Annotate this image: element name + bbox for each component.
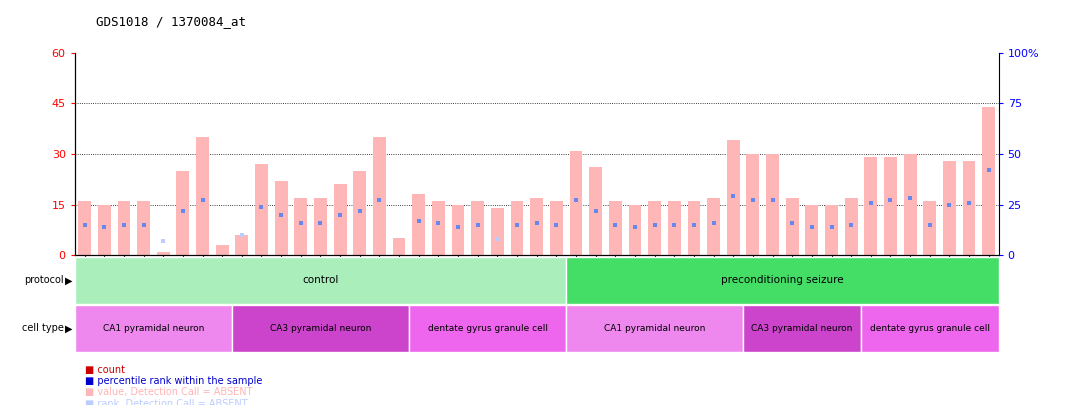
Bar (373, 137, 386, 255)
Bar (431, 201, 444, 255)
Bar (531, 198, 543, 255)
Bar (137, 201, 150, 255)
Bar (412, 194, 425, 255)
Bar (884, 157, 897, 255)
Bar (295, 198, 308, 255)
Bar (255, 164, 268, 255)
Bar (924, 201, 937, 255)
Bar (117, 201, 130, 255)
Bar (409, 305, 566, 352)
Bar (904, 154, 916, 255)
Text: protocol: protocol (25, 275, 64, 286)
Bar (314, 198, 327, 255)
Text: CA1 pyramidal neuron: CA1 pyramidal neuron (103, 324, 204, 333)
Bar (943, 161, 956, 255)
Bar (216, 245, 229, 255)
Bar (629, 205, 642, 255)
Text: ▶: ▶ (64, 275, 72, 286)
Text: ■ rank, Detection Call = ABSENT: ■ rank, Detection Call = ABSENT (85, 399, 248, 405)
Bar (743, 305, 861, 352)
Bar (826, 205, 838, 255)
Bar (197, 137, 209, 255)
Text: ▶: ▶ (64, 324, 72, 333)
Bar (845, 198, 858, 255)
Bar (566, 257, 999, 304)
Text: CA3 pyramidal neuron: CA3 pyramidal neuron (751, 324, 852, 333)
Text: control: control (302, 275, 339, 286)
Bar (609, 201, 622, 255)
Text: dentate gyrus granule cell: dentate gyrus granule cell (427, 324, 548, 333)
Bar (864, 157, 877, 255)
Text: cell type: cell type (21, 324, 64, 333)
Text: CA3 pyramidal neuron: CA3 pyramidal neuron (270, 324, 372, 333)
Bar (98, 205, 111, 255)
Text: ■ percentile rank within the sample: ■ percentile rank within the sample (85, 376, 263, 386)
Bar (176, 171, 189, 255)
Bar (688, 201, 701, 255)
Bar (648, 201, 661, 255)
Text: dentate gyrus granule cell: dentate gyrus granule cell (869, 324, 990, 333)
Bar (78, 201, 91, 255)
Bar (707, 198, 720, 255)
Bar (274, 181, 287, 255)
Text: preconditioning seizure: preconditioning seizure (721, 275, 844, 286)
Bar (333, 184, 346, 255)
Bar (747, 154, 759, 255)
Text: ■ value, Detection Call = ABSENT: ■ value, Detection Call = ABSENT (85, 387, 253, 397)
Bar (668, 201, 680, 255)
Bar (511, 201, 523, 255)
Text: GDS1018 / 1370084_at: GDS1018 / 1370084_at (96, 15, 246, 28)
Bar (232, 305, 409, 352)
Bar (354, 171, 366, 255)
Bar (805, 205, 818, 255)
Bar (983, 107, 995, 255)
Bar (452, 205, 465, 255)
Bar (75, 257, 566, 304)
Bar (590, 167, 602, 255)
Bar (566, 305, 743, 352)
Bar (491, 208, 504, 255)
Bar (861, 305, 999, 352)
Bar (550, 201, 563, 255)
Bar (766, 154, 779, 255)
Text: CA1 pyramidal neuron: CA1 pyramidal neuron (603, 324, 705, 333)
Bar (727, 141, 740, 255)
Bar (393, 238, 406, 255)
Bar (786, 198, 799, 255)
Bar (471, 201, 484, 255)
Text: ■ count: ■ count (85, 364, 125, 375)
Bar (75, 305, 232, 352)
Bar (157, 252, 170, 255)
Bar (962, 161, 975, 255)
Bar (569, 151, 582, 255)
Bar (235, 235, 248, 255)
